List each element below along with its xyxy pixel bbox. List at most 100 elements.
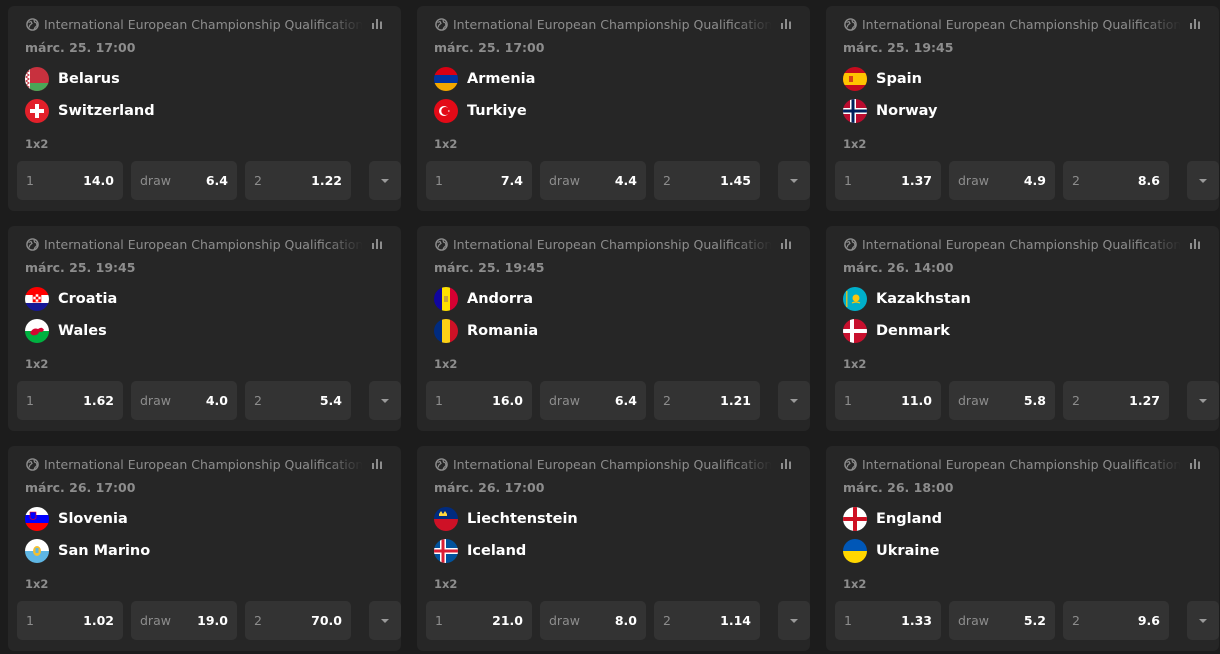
odd-away-button[interactable]: 2 1.27 — [1063, 381, 1169, 420]
odd-draw-button[interactable]: draw 4.4 — [540, 161, 646, 200]
globe-icon — [435, 17, 448, 31]
league-row[interactable]: International European Championship Qual… — [844, 236, 1184, 252]
more-markets-button[interactable] — [369, 161, 401, 200]
league-row[interactable]: International European Championship Qual… — [26, 236, 366, 252]
odd-draw-button[interactable]: draw 4.9 — [949, 161, 1055, 200]
odd-away-button[interactable]: 2 1.22 — [245, 161, 351, 200]
odd-value: 8.0 — [614, 613, 637, 628]
league-row[interactable]: International European Championship Qual… — [844, 456, 1184, 472]
more-markets-button[interactable] — [778, 601, 810, 640]
more-markets-button[interactable] — [1187, 381, 1219, 420]
more-markets-button[interactable] — [369, 381, 401, 420]
more-markets-button[interactable] — [369, 601, 401, 640]
odd-draw-button[interactable]: draw 6.4 — [131, 161, 237, 200]
more-markets-button[interactable] — [1187, 161, 1219, 200]
odd-value: 1.45 — [720, 173, 751, 188]
odd-draw-button[interactable]: draw 8.0 — [540, 601, 646, 640]
spain-flag — [843, 67, 867, 91]
odd-home-button[interactable]: 1 1.62 — [17, 381, 123, 420]
more-markets-button[interactable] — [778, 381, 810, 420]
away-team: Denmark — [843, 319, 950, 343]
odd-home-button[interactable]: 1 7.4 — [426, 161, 532, 200]
odd-away-button[interactable]: 2 9.6 — [1063, 601, 1169, 640]
odd-value: 21.0 — [492, 613, 523, 628]
league-name: International European Championship Qual… — [44, 456, 364, 472]
league-row[interactable]: International European Championship Qual… — [435, 456, 775, 472]
chevron-down-icon — [381, 178, 389, 183]
away-team-name: Wales — [58, 323, 107, 339]
odd-away-button[interactable]: 2 1.14 — [654, 601, 760, 640]
odd-away-button[interactable]: 2 70.0 — [245, 601, 351, 640]
league-row[interactable]: International European Championship Qual… — [435, 236, 775, 252]
odd-value: 6.4 — [205, 173, 228, 188]
match-card[interactable]: International European Championship Qual… — [826, 226, 1219, 431]
odd-label: 2 — [254, 613, 262, 628]
chevron-down-icon — [381, 618, 389, 623]
odd-home-button[interactable]: 1 1.37 — [835, 161, 941, 200]
odd-label: 2 — [254, 393, 262, 408]
odd-draw-button[interactable]: draw 6.4 — [540, 381, 646, 420]
odd-label: draw — [958, 173, 989, 188]
league-row[interactable]: International European Championship Qual… — [844, 16, 1184, 32]
stats-icon[interactable] — [371, 238, 383, 250]
away-team: Norway — [843, 99, 937, 123]
match-card[interactable]: International European Championship Qual… — [8, 6, 401, 211]
odd-value: 1.14 — [720, 613, 751, 628]
odds-row: 1 16.0 draw 6.4 2 1.21 — [426, 381, 810, 420]
odd-away-button[interactable]: 2 1.45 — [654, 161, 760, 200]
odd-home-button[interactable]: 1 1.02 — [17, 601, 123, 640]
match-card[interactable]: International European Championship Qual… — [417, 446, 810, 651]
odd-home-button[interactable]: 1 1.33 — [835, 601, 941, 640]
away-team: Ukraine — [843, 539, 939, 563]
odd-draw-button[interactable]: draw 5.8 — [949, 381, 1055, 420]
match-card[interactable]: International European Championship Qual… — [826, 446, 1219, 651]
odd-value: 8.6 — [1137, 173, 1160, 188]
odd-draw-button[interactable]: draw 19.0 — [131, 601, 237, 640]
more-markets-button[interactable] — [778, 161, 810, 200]
odds-row: 1 1.37 draw 4.9 2 8.6 — [835, 161, 1219, 200]
odd-label: draw — [958, 393, 989, 408]
stats-icon[interactable] — [1189, 458, 1201, 470]
match-card[interactable]: International European Championship Qual… — [8, 226, 401, 431]
match-card[interactable]: International European Championship Qual… — [826, 6, 1219, 211]
stats-icon[interactable] — [780, 458, 792, 470]
league-row[interactable]: International European Championship Qual… — [435, 16, 775, 32]
away-team-name: San Marino — [58, 543, 151, 559]
league-row[interactable]: International European Championship Qual… — [26, 456, 366, 472]
stats-icon[interactable] — [780, 18, 792, 30]
globe-icon — [26, 17, 39, 31]
odd-label: draw — [549, 613, 580, 628]
stats-icon[interactable] — [371, 458, 383, 470]
home-team: Slovenia — [25, 507, 128, 531]
odd-away-button[interactable]: 2 5.4 — [245, 381, 351, 420]
stats-icon[interactable] — [1189, 18, 1201, 30]
odd-away-button[interactable]: 2 1.21 — [654, 381, 760, 420]
away-team: Switzerland — [25, 99, 155, 123]
odd-value: 4.0 — [205, 393, 228, 408]
odd-draw-button[interactable]: draw 4.0 — [131, 381, 237, 420]
odd-away-button[interactable]: 2 8.6 — [1063, 161, 1169, 200]
stats-icon[interactable] — [371, 18, 383, 30]
league-row[interactable]: International European Championship Qual… — [26, 16, 366, 32]
stats-icon[interactable] — [1189, 238, 1201, 250]
away-team-name: Norway — [876, 103, 938, 119]
stats-icon[interactable] — [780, 238, 792, 250]
odd-label: 1 — [435, 173, 443, 188]
match-card[interactable]: International European Championship Qual… — [417, 6, 810, 211]
odd-label: 1 — [435, 613, 443, 628]
match-card[interactable]: International European Championship Qual… — [8, 446, 401, 651]
odd-value: 9.6 — [1137, 613, 1160, 628]
odd-home-button[interactable]: 1 11.0 — [835, 381, 941, 420]
chevron-down-icon — [381, 398, 389, 403]
away-team: Wales — [25, 319, 107, 343]
odd-home-button[interactable]: 1 14.0 — [17, 161, 123, 200]
away-team-name: Romania — [467, 323, 539, 339]
more-markets-button[interactable] — [1187, 601, 1219, 640]
odd-home-button[interactable]: 1 21.0 — [426, 601, 532, 640]
home-team: England — [843, 507, 942, 531]
match-time: márc. 26. 17:00 — [25, 480, 136, 495]
odd-draw-button[interactable]: draw 5.2 — [949, 601, 1055, 640]
san-marino-flag — [25, 539, 49, 563]
match-card[interactable]: International European Championship Qual… — [417, 226, 810, 431]
odd-home-button[interactable]: 1 16.0 — [426, 381, 532, 420]
